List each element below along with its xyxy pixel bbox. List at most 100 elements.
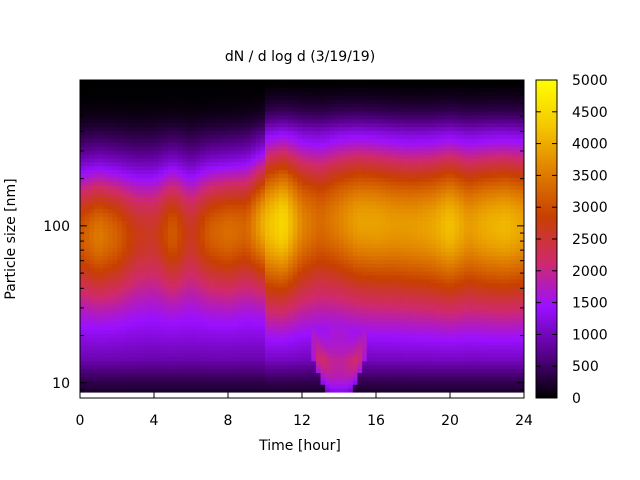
heatmap-cell	[98, 321, 104, 327]
heatmap-cell	[195, 349, 201, 354]
heatmap-cell	[98, 267, 104, 272]
heatmap-cell	[274, 192, 280, 198]
heatmap-cell	[93, 243, 99, 249]
heatmap-cell	[144, 317, 150, 323]
heatmap-cell	[278, 310, 284, 315]
heatmap-cell	[232, 294, 238, 299]
heatmap-cell	[195, 388, 201, 393]
heatmap-cell	[496, 368, 502, 374]
heatmap-cell	[399, 192, 405, 198]
heatmap-cell	[343, 337, 349, 342]
heatmap-cell	[195, 380, 201, 385]
heatmap-cell	[463, 231, 469, 237]
heatmap-cell	[218, 278, 224, 284]
heatmap-cell	[385, 376, 391, 381]
heatmap-cell	[500, 333, 506, 338]
heatmap-cell	[413, 196, 419, 202]
heatmap-cell	[135, 306, 141, 311]
heatmap-cell	[408, 380, 414, 385]
heatmap-cell	[394, 337, 400, 342]
heatmap-cell	[223, 263, 229, 268]
heatmap-cell	[473, 200, 479, 206]
heatmap-cell	[436, 372, 442, 377]
heatmap-cell	[232, 192, 238, 198]
heatmap-cell	[436, 231, 442, 237]
heatmap-cell	[399, 263, 405, 268]
heatmap-cell	[255, 345, 261, 350]
heatmap-cell	[84, 255, 90, 260]
heatmap-cell	[241, 368, 247, 374]
heatmap-cell	[477, 337, 483, 342]
heatmap-cell	[413, 247, 419, 253]
heatmap-cell	[107, 317, 113, 323]
heatmap-cell	[186, 356, 192, 362]
heatmap-cell	[463, 317, 469, 323]
heatmap-cell	[394, 321, 400, 327]
heatmap-cell	[422, 372, 428, 377]
heatmap-cell	[121, 380, 127, 385]
heatmap-cell	[510, 270, 516, 276]
heatmap-cell	[389, 388, 395, 393]
heatmap-cell	[260, 317, 266, 323]
heatmap-cell	[371, 368, 377, 374]
heatmap-cell	[477, 380, 483, 385]
heatmap-cell	[431, 345, 437, 350]
heatmap-cell	[505, 220, 511, 225]
heatmap-cell	[80, 364, 86, 370]
heatmap-cell	[487, 220, 493, 225]
heatmap-cell	[436, 345, 442, 350]
heatmap-cell	[278, 376, 284, 381]
heatmap-cell	[265, 270, 271, 276]
heatmap-cell	[510, 286, 516, 292]
heatmap-cell	[505, 298, 511, 303]
heatmap-cell	[93, 220, 99, 225]
heatmap-cell	[519, 200, 524, 206]
heatmap-cell	[403, 368, 409, 374]
heatmap-cell	[121, 228, 127, 233]
heatmap-cell	[376, 224, 382, 229]
heatmap-cell	[459, 224, 465, 229]
heatmap-cell	[491, 341, 497, 346]
heatmap-cell	[126, 302, 132, 307]
heatmap-cell	[154, 243, 160, 249]
heatmap-cell	[103, 310, 109, 315]
heatmap-cell	[112, 212, 118, 217]
heatmap-cell	[297, 235, 303, 241]
heatmap-cell	[237, 384, 243, 389]
heatmap-cell	[376, 360, 382, 366]
heatmap-cell	[246, 231, 252, 237]
heatmap-cell	[186, 372, 192, 377]
heatmap-cell	[426, 251, 432, 256]
heatmap-cell	[380, 306, 386, 311]
heatmap-cell	[408, 208, 414, 214]
heatmap-cell	[260, 189, 266, 194]
heatmap-cell	[292, 302, 298, 307]
heatmap-cell	[362, 200, 368, 206]
heatmap-cell	[325, 352, 331, 358]
heatmap-cell	[283, 317, 289, 323]
heatmap-cell	[477, 278, 483, 284]
heatmap-cell	[366, 235, 372, 241]
heatmap-cell	[135, 360, 141, 366]
heatmap-cell	[426, 356, 432, 362]
heatmap-cell	[463, 224, 469, 229]
heatmap-cell	[214, 364, 220, 370]
heatmap-cell	[468, 286, 474, 292]
heatmap-cell	[167, 376, 173, 381]
heatmap-cell	[468, 337, 474, 342]
heatmap-cell	[343, 368, 349, 374]
heatmap-cell	[255, 251, 261, 256]
heatmap-cell	[348, 263, 354, 268]
heatmap-cell	[209, 337, 215, 342]
heatmap-cell	[246, 388, 252, 393]
heatmap-cell	[167, 204, 173, 210]
heatmap-cell	[422, 259, 428, 264]
heatmap-cell	[265, 278, 271, 284]
heatmap-cell	[237, 337, 243, 342]
heatmap-cell	[366, 204, 372, 210]
heatmap-cell	[459, 235, 465, 241]
heatmap-cell	[154, 196, 160, 202]
heatmap-cell	[112, 204, 118, 210]
heatmap-cell	[389, 333, 395, 338]
heatmap-cell	[218, 247, 224, 253]
